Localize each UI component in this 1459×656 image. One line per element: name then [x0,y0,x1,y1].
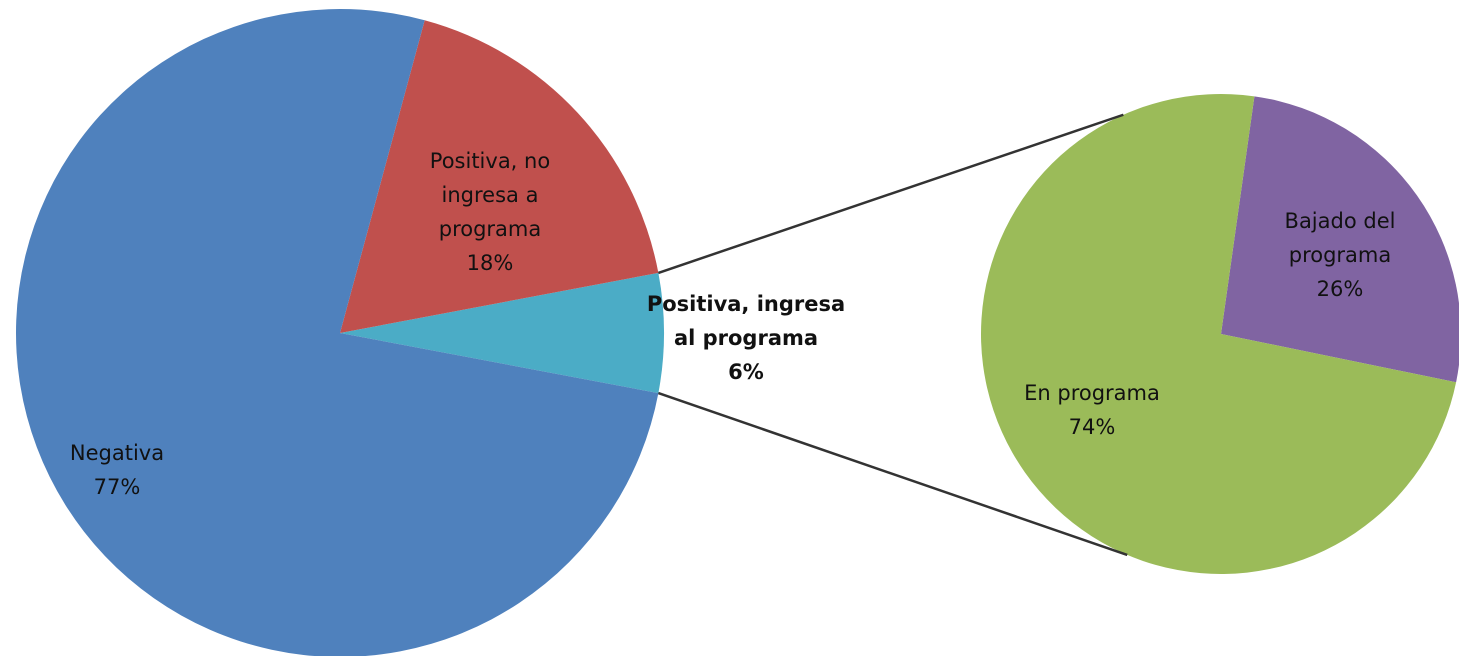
connector-line [657,391,1128,557]
slice-name: Negativa [69,441,165,465]
slice-value: 74% [1068,415,1116,439]
slice-label: Positiva, ingresa al programa 6% [646,287,846,389]
pie-slice [340,20,659,333]
slice-label: Positiva, no ingresa a programa 18% [410,144,570,280]
pie-slice [981,94,1457,575]
slice-label: Bajado del programa 26% [1270,204,1410,306]
pie-slice [16,9,659,656]
slice-value: 77% [93,475,141,499]
slice-name: Bajado del programa [1284,209,1396,267]
slice-name: Positiva, ingresa al programa [646,292,846,350]
slice-label: En programa 74% [997,376,1187,444]
slice-value: 26% [1316,277,1364,301]
slice-label: Negativa 77% [37,436,197,504]
slice-name: En programa [1024,381,1160,405]
pie-slice [1221,96,1459,383]
slice-name: Positiva, no ingresa a programa [429,149,551,241]
pie-slice [340,272,664,394]
slice-value: 6% [728,360,764,384]
slice-value: 18% [466,251,514,275]
connector-line [657,113,1124,275]
